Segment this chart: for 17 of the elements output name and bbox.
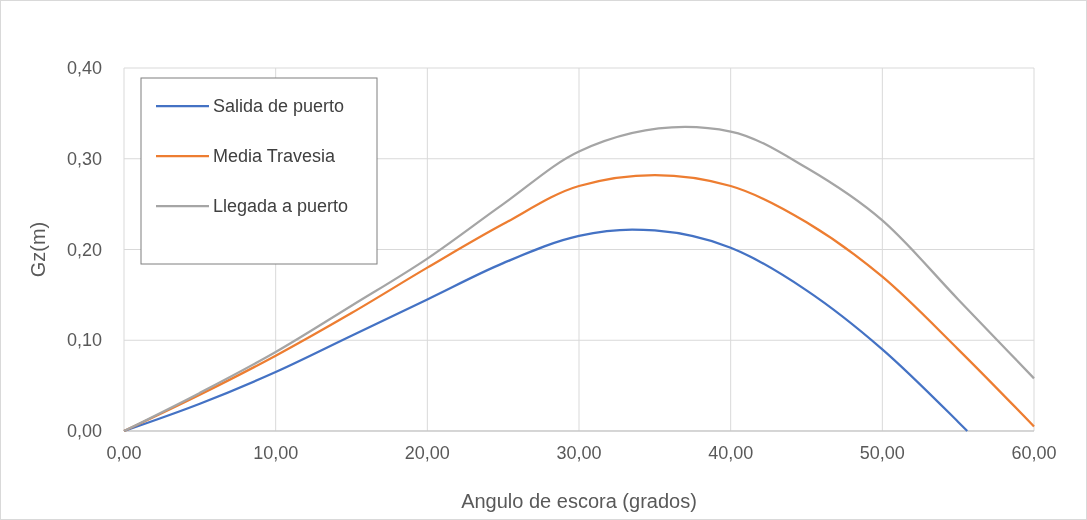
y-axis-title: Gz(m) bbox=[27, 221, 49, 278]
legend-label: Salida de puerto bbox=[213, 96, 345, 116]
x-tick-label: 50,00 bbox=[859, 443, 905, 463]
y-tick-label: 0,10 bbox=[66, 330, 102, 351]
y-tick-label: 0,00 bbox=[66, 421, 102, 441]
legend-label: Llegada a puerto bbox=[213, 196, 349, 216]
x-tick-label: 20,00 bbox=[404, 443, 450, 463]
x-tick-label: 10,00 bbox=[253, 443, 299, 463]
x-tick-label: 60,00 bbox=[1011, 443, 1057, 463]
x-tick-label: 0,00 bbox=[106, 443, 142, 463]
legend-label: Media Travesia bbox=[213, 146, 337, 166]
y-tick-label: 0,20 bbox=[66, 239, 102, 260]
y-tick-label: 0,40 bbox=[66, 58, 102, 78]
x-tick-label: 30,00 bbox=[556, 443, 602, 463]
y-tick-label: 0,30 bbox=[66, 148, 102, 169]
x-axis-title: Angulo de escora (grados) bbox=[461, 490, 697, 512]
x-tick-label: 40,00 bbox=[708, 443, 754, 463]
